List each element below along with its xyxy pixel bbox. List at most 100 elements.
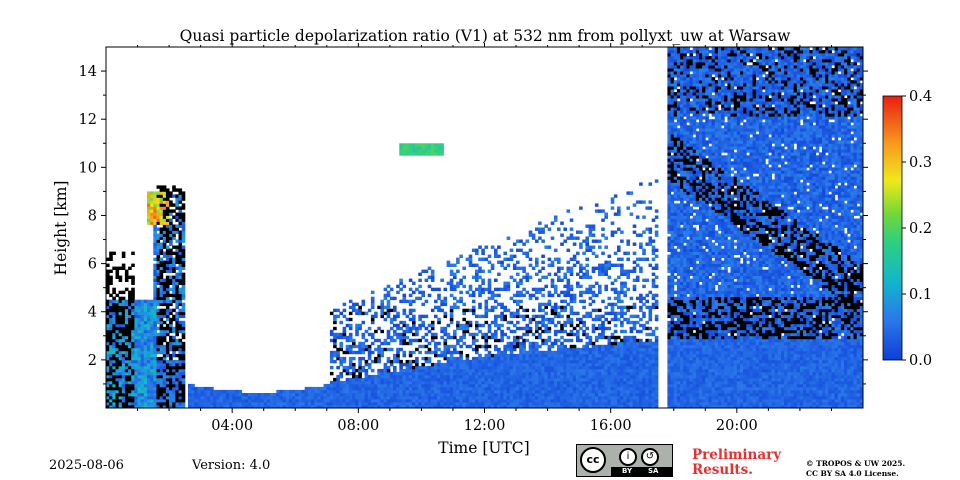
heatmap-cell bbox=[238, 399, 243, 403]
heatmap-cell bbox=[405, 362, 410, 367]
heatmap-cell bbox=[471, 299, 476, 304]
heatmap-cell bbox=[560, 326, 564, 331]
heatmap-cell bbox=[162, 335, 167, 340]
heatmap-cell bbox=[484, 377, 489, 382]
heatmap-cell bbox=[128, 389, 132, 394]
heatmap-cell bbox=[352, 402, 356, 406]
heatmap-cell bbox=[399, 347, 403, 352]
heatmap-cell bbox=[181, 233, 186, 237]
heatmap-cell bbox=[617, 257, 621, 261]
heatmap-cell bbox=[364, 311, 369, 316]
heatmap-cell bbox=[667, 314, 671, 319]
heatmap-cell bbox=[550, 308, 555, 313]
heatmap-cell bbox=[412, 405, 416, 408]
heatmap-cell bbox=[143, 365, 148, 370]
heatmap-cell bbox=[654, 347, 659, 352]
heatmap-cell bbox=[588, 377, 593, 382]
heatmap-cell bbox=[550, 311, 555, 316]
heatmap-cell bbox=[654, 293, 659, 298]
heatmap-cell bbox=[591, 290, 596, 295]
heatmap-cell bbox=[617, 305, 621, 310]
heatmap-cell bbox=[131, 308, 135, 313]
heatmap-cell bbox=[651, 257, 656, 261]
heatmap-cell bbox=[143, 299, 148, 304]
heatmap-cell bbox=[364, 362, 369, 367]
heatmap-cell bbox=[449, 371, 454, 376]
heatmap-cell bbox=[339, 396, 343, 400]
heatmap-cell bbox=[453, 284, 457, 289]
heatmap-cell bbox=[169, 399, 173, 403]
heatmap-cell bbox=[481, 323, 485, 328]
heatmap-cell bbox=[494, 335, 498, 340]
heatmap-cell bbox=[550, 278, 555, 282]
heatmap-cell bbox=[617, 317, 621, 322]
heatmap-cell bbox=[572, 399, 577, 403]
heatmap-cell bbox=[112, 326, 116, 331]
heatmap-cell bbox=[516, 389, 520, 394]
heatmap-cell bbox=[159, 230, 164, 234]
heatmap-cell bbox=[604, 287, 608, 292]
heatmap-cell bbox=[591, 323, 596, 328]
heatmap-cell bbox=[490, 266, 495, 270]
heatmap-cell bbox=[175, 224, 179, 228]
heatmap-cell bbox=[181, 405, 186, 408]
heatmap-cell bbox=[175, 371, 179, 376]
heatmap-cell bbox=[134, 383, 138, 388]
heatmap-cell bbox=[134, 368, 138, 373]
heatmap-cell bbox=[598, 380, 602, 385]
heatmap-cell bbox=[550, 405, 555, 408]
heatmap-cell bbox=[607, 302, 612, 307]
heatmap-cell bbox=[405, 399, 410, 403]
heatmap-cell bbox=[137, 396, 142, 400]
heatmap-cell bbox=[620, 269, 624, 273]
heatmap-cell bbox=[118, 399, 123, 403]
heatmap-cell bbox=[481, 383, 485, 388]
heatmap-cell bbox=[531, 362, 536, 367]
heatmap-cell bbox=[576, 236, 580, 240]
heatmap-cell bbox=[670, 290, 675, 295]
heatmap-cell bbox=[670, 344, 675, 349]
heatmap-cell bbox=[648, 396, 653, 400]
heatmap-cell bbox=[377, 356, 381, 361]
heatmap-cell bbox=[118, 290, 123, 295]
heatmap-cell bbox=[364, 386, 369, 391]
heatmap-cell bbox=[143, 320, 148, 325]
heatmap-cell bbox=[229, 393, 233, 397]
heatmap-cell bbox=[178, 368, 183, 373]
heatmap-cell bbox=[453, 347, 457, 352]
heatmap-cell bbox=[437, 380, 441, 385]
heatmap-cell bbox=[535, 260, 539, 264]
heatmap-cell bbox=[418, 284, 422, 289]
heatmap-cell bbox=[531, 371, 536, 376]
heatmap-cell bbox=[150, 396, 154, 400]
heatmap-cell bbox=[651, 341, 656, 346]
heatmap-cell bbox=[528, 368, 533, 373]
heatmap-cell bbox=[494, 383, 498, 388]
heatmap-cell bbox=[386, 368, 391, 373]
heatmap-cell bbox=[500, 402, 504, 406]
heatmap-cell bbox=[118, 362, 123, 367]
heatmap-cell bbox=[405, 383, 410, 388]
heatmap-cell bbox=[386, 284, 391, 289]
heatmap-cell bbox=[178, 242, 183, 246]
heatmap-cell bbox=[434, 347, 438, 352]
heatmap-cell bbox=[598, 263, 602, 267]
heatmap-cell bbox=[506, 380, 511, 385]
heatmap-cell bbox=[345, 323, 350, 328]
heatmap-cell bbox=[427, 368, 432, 373]
heatmap-cell bbox=[503, 368, 507, 373]
heatmap-cell bbox=[598, 386, 602, 391]
heatmap-cell bbox=[178, 251, 183, 255]
heatmap-cell bbox=[370, 377, 375, 382]
heatmap-cell bbox=[667, 107, 671, 111]
heatmap-cell bbox=[213, 389, 217, 394]
heatmap-cell bbox=[121, 317, 126, 322]
heatmap-cell bbox=[377, 374, 381, 379]
heatmap-cell bbox=[613, 212, 618, 216]
heatmap-cell bbox=[522, 396, 526, 400]
heatmap-cell bbox=[670, 320, 675, 325]
heatmap-cell bbox=[456, 281, 460, 285]
heatmap-cell bbox=[147, 200, 151, 204]
heatmap-cell bbox=[494, 365, 498, 370]
heatmap-cell bbox=[613, 290, 618, 295]
